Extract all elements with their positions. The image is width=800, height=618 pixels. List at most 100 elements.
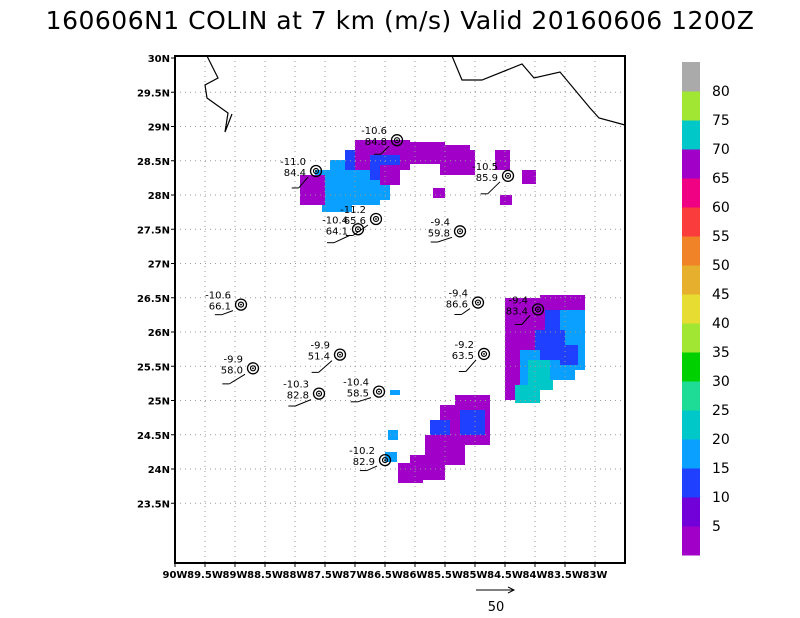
colorbar-label: 30 (712, 374, 730, 390)
reference-vector: 50 (476, 586, 516, 615)
station-ring-inner (312, 167, 320, 175)
station: -10.282.9 (349, 446, 392, 472)
wind-barb (318, 360, 333, 373)
wind-barb (461, 308, 471, 315)
station-ring (453, 225, 467, 238)
station-ring-inner (393, 137, 401, 144)
y-tick-label: 27.5N (137, 225, 170, 236)
y-tick-label: 28.5N (137, 157, 170, 168)
station-rh-label: 63.5 (452, 351, 474, 362)
colorbar-label: 60 (712, 200, 730, 216)
wind-speed-cell (388, 430, 398, 440)
wind-speed-cell (433, 188, 445, 198)
colorbar-label: 50 (712, 258, 730, 274)
station-ring-inner (456, 228, 464, 235)
colorbar-label: 20 (712, 432, 730, 448)
y-tick-label: 23.5N (137, 499, 170, 510)
x-tick-label: 88W (283, 570, 308, 581)
colorbar-label: 70 (712, 142, 730, 158)
station-rh-label: 66.1 (209, 302, 231, 313)
station-ring-inner (354, 226, 362, 233)
station-temp-label: -10.4 (343, 378, 369, 389)
station-temp-label: -10.6 (205, 291, 231, 302)
station-dot (477, 301, 479, 304)
station-ring-inner (474, 299, 482, 306)
station-ring (531, 303, 545, 316)
wind-speed-cell (322, 190, 352, 212)
x-tick-label: 84.5W (487, 570, 523, 581)
colorbar-swatch (682, 62, 700, 92)
station: -9.958.0 (221, 354, 260, 385)
station-ring (309, 164, 323, 178)
wind-barb (437, 236, 453, 243)
colorbar-label: 15 (712, 461, 730, 477)
station-temp-label: -10.2 (349, 446, 375, 457)
lat-lon-grid (175, 56, 625, 563)
wind-speed-cell (385, 452, 397, 462)
colorbar-label: 80 (712, 84, 730, 100)
coastline (451, 55, 626, 126)
station-ring (378, 453, 392, 467)
station-ring-inner (504, 172, 512, 179)
station-rh-label: 86.6 (446, 300, 468, 311)
station-dot (375, 218, 377, 220)
station-rh-label: 82.9 (353, 457, 375, 468)
wind-barb (333, 234, 351, 244)
station-dot (483, 353, 485, 355)
y-tick-label: 30N (148, 54, 170, 65)
station-dot (537, 308, 539, 311)
y-tick-label: 29.5N (137, 88, 170, 99)
station-ring-inner (315, 390, 323, 397)
station-ring-inner (480, 350, 488, 358)
wind-speed-cell (390, 390, 400, 395)
wind-speed-cell (515, 385, 540, 403)
station-ring (471, 296, 485, 309)
colorbar-swatch (682, 323, 700, 353)
station-temp-label: -10.4 (322, 215, 348, 226)
colorbar-swatch (682, 497, 700, 527)
station-ring-inner (237, 301, 245, 308)
station-rh-label: 82.8 (287, 391, 309, 402)
x-tick-label: 83W (583, 570, 608, 581)
station-temp-label: -9.9 (223, 354, 243, 365)
station-ring (246, 362, 260, 375)
coastline (204, 55, 233, 133)
station-temp-label: -10.5 (472, 162, 498, 173)
x-tick-label: 90W (163, 570, 188, 581)
station-temp-label: -9.4 (448, 289, 468, 300)
y-tick-label: 25N (148, 397, 170, 408)
wind-barb (521, 315, 531, 325)
colorbar-swatch (682, 294, 700, 324)
station-temp-label: -9.4 (430, 217, 450, 228)
station-ring (372, 385, 386, 398)
station: -10.458.5 (343, 378, 386, 403)
colorbar-swatch (682, 352, 700, 382)
reference-vector-arrowhead (507, 586, 516, 594)
colorbar-label: 5 (712, 519, 721, 535)
station-ring-inner (375, 388, 383, 395)
station-ring-inner (372, 215, 380, 223)
station-temp-label: -9.4 (508, 295, 528, 306)
y-tick-label: 26.5N (137, 294, 170, 305)
x-axis-labels: 90W 89.5W 89W 88.5W 88W 87.5W 87W 86.5W 86W 85.5W… (163, 563, 608, 581)
colorbar-swatch (682, 149, 700, 179)
station-rh-label: 65.6 (344, 216, 366, 227)
y-axis-labels: 30N 29.5N 29N 28.5N 28N 27.5N 27N 26.5N 26N 25.5N… (137, 54, 175, 510)
wind-speed-cell (500, 195, 512, 205)
station-rh-label: 83.4 (506, 306, 528, 317)
x-tick-label: 85.5W (427, 570, 463, 581)
colorbar-swatch (682, 526, 700, 556)
y-tick-label: 29N (148, 123, 170, 134)
colorbar-label: 35 (712, 345, 730, 361)
station-dot (357, 228, 359, 231)
x-tick-label: 87.5W (307, 570, 343, 581)
colorbar-swatch (682, 236, 700, 266)
station-temp-label: -9.2 (454, 340, 474, 351)
wind-speed-cell (380, 165, 400, 185)
station-rh-label: 85.9 (476, 173, 498, 184)
colorbar-label: 10 (712, 490, 730, 506)
wind-barb (229, 373, 246, 385)
colorbar: 5 10 15 20 25 30 35 40 45 50 55 60 65 70 75 80 (682, 62, 730, 556)
map-frame (174, 55, 626, 564)
